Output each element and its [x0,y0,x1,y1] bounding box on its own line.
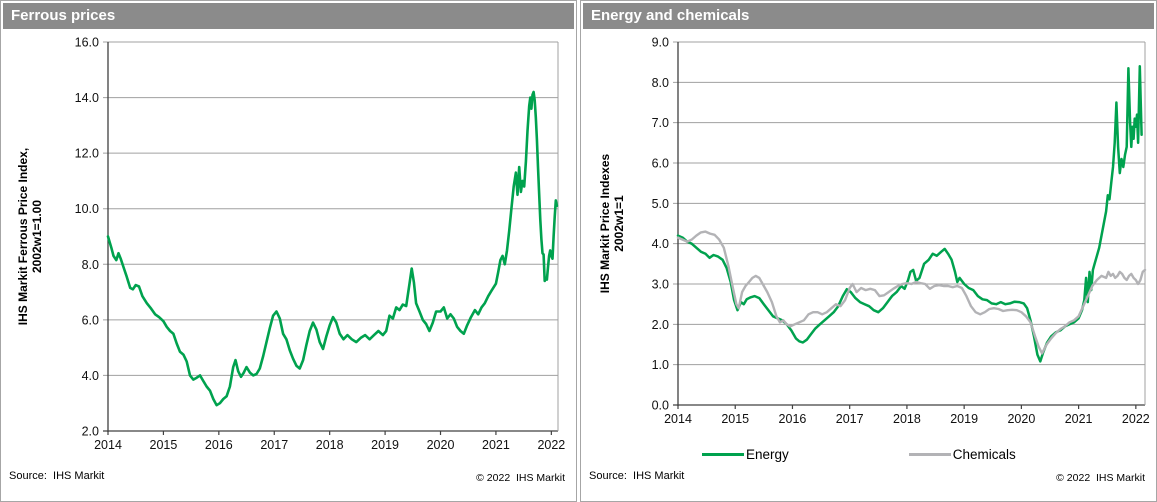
svg-text:7.0: 7.0 [652,116,669,130]
svg-text:2002w1=1.00: 2002w1=1.00 [30,200,44,273]
svg-text:9.0: 9.0 [652,36,669,50]
svg-text:5.0: 5.0 [652,197,669,211]
copyright-text: © 2022 IHS Markit [1056,472,1145,484]
svg-text:2019: 2019 [371,438,399,452]
svg-text:10.0: 10.0 [75,202,99,216]
svg-text:2018: 2018 [316,438,344,452]
legend-item-energy: Energy [702,447,789,462]
svg-text:2016: 2016 [205,438,233,452]
svg-text:2016: 2016 [779,412,807,426]
svg-text:2002w1=1: 2002w1=1 [612,195,626,252]
svg-text:2020: 2020 [1007,412,1035,426]
panel-title-ferrous: Ferrous prices [3,3,574,29]
svg-text:2014: 2014 [664,412,692,426]
source-text: Source: IHS Markit [589,470,685,482]
svg-text:2.0: 2.0 [652,318,669,332]
svg-text:2017: 2017 [260,438,288,452]
svg-text:2021: 2021 [1065,412,1093,426]
svg-text:2019: 2019 [950,412,978,426]
copyright-text: © 2022 IHS Markit [476,472,565,484]
series-line-chemicals [676,230,1147,355]
svg-text:2015: 2015 [721,412,749,426]
energy-chemicals-panel: Energy and chemicals 0.0 1.0 2.0 3.0 4.0 5.0 6… [580,0,1157,502]
svg-text:12.0: 12.0 [75,147,99,161]
svg-text:4.0: 4.0 [82,369,99,383]
svg-text:2020: 2020 [427,438,455,452]
svg-text:2.0: 2.0 [82,425,99,439]
ferrous-prices-panel: Ferrous prices 2.0 4.0 6.0 8.0 10.0 12.0 14.0 1… [0,0,577,502]
svg-text:2022: 2022 [537,438,565,452]
svg-text:1.0: 1.0 [652,358,669,372]
svg-text:4.0: 4.0 [652,237,669,251]
source-text: Source: IHS Markit [9,470,105,482]
svg-text:6.0: 6.0 [652,157,669,171]
svg-text:8.0: 8.0 [82,258,99,272]
svg-text:14.0: 14.0 [75,91,99,105]
svg-text:0.0: 0.0 [652,399,669,413]
legend-label-chemicals: Chemicals [952,447,1016,462]
ferrous-price-line-chart: 2.0 4.0 6.0 8.0 10.0 12.0 14.0 16.0 2014 2015 2016… [16,36,565,453]
svg-text:IHS Markit Ferrous Price Index: IHS Markit Ferrous Price Index, [16,148,30,325]
panel-title-energy-chemicals: Energy and chemicals [583,3,1154,29]
energy-line-swatch [702,453,744,456]
legend: Energy Chemicals [678,447,1145,462]
energy-chemicals-line-chart: 0.0 1.0 2.0 3.0 4.0 5.0 6.0 7.0 8.0 9.0 2014 2015 20… [598,36,1150,427]
svg-text:2017: 2017 [836,412,864,426]
svg-text:2015: 2015 [150,438,178,452]
series-line-ferrous [106,90,559,407]
legend-label-energy: Energy [746,447,789,462]
legend-item-chemicals: Chemicals [908,447,1016,462]
chemicals-line-swatch [908,453,951,456]
svg-text:2018: 2018 [893,412,921,426]
svg-text:6.0: 6.0 [82,313,99,327]
svg-text:2014: 2014 [94,438,122,452]
svg-text:2022: 2022 [1122,412,1150,426]
svg-text:2021: 2021 [482,438,510,452]
series-line-energy [676,64,1143,363]
svg-text:3.0: 3.0 [652,278,669,292]
svg-text:16.0: 16.0 [75,36,99,50]
svg-text:8.0: 8.0 [652,76,669,90]
svg-text:IHS Markit Price Indexes: IHS Markit Price Indexes [598,153,612,293]
